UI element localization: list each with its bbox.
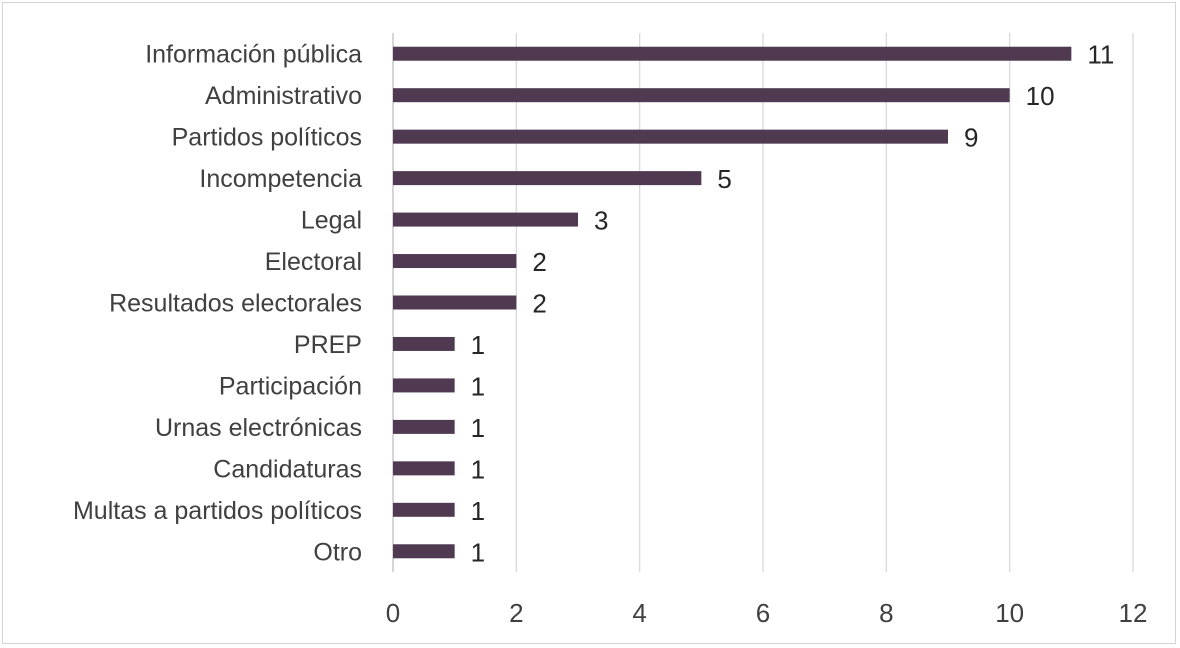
x-tick-label: 8 — [879, 598, 893, 628]
category-label: Otro — [313, 538, 362, 566]
bar — [393, 46, 1072, 61]
bar — [393, 336, 455, 351]
bar — [393, 544, 455, 559]
category-label: Partidos políticos — [172, 124, 362, 152]
category-label: Participación — [219, 372, 362, 400]
bar — [393, 419, 455, 434]
category-label: Multas a partidos políticos — [73, 497, 362, 525]
data-label: 3 — [594, 206, 608, 236]
category-label: Resultados electorales — [109, 290, 362, 318]
data-label: 9 — [964, 123, 978, 153]
bar — [393, 88, 1010, 103]
data-label: 5 — [717, 164, 731, 194]
category-label: Candidaturas — [213, 455, 362, 483]
x-tick-label: 6 — [756, 598, 770, 628]
category-label: Urnas electrónicas — [155, 414, 362, 442]
bar — [393, 461, 455, 476]
category-label: Información pública — [145, 41, 362, 69]
x-tick-label: 10 — [995, 598, 1024, 628]
bar — [393, 254, 517, 269]
x-tick-label: 4 — [632, 598, 646, 628]
category-label: Electoral — [265, 248, 362, 276]
data-label: 1 — [471, 330, 485, 360]
data-label: 10 — [1026, 81, 1055, 111]
category-label: Administrativo — [205, 82, 362, 110]
data-label: 2 — [532, 247, 546, 277]
x-tick-label: 0 — [386, 598, 400, 628]
data-label: 1 — [471, 413, 485, 443]
data-label: 1 — [471, 496, 485, 526]
bar — [393, 171, 702, 186]
x-tick-label: 2 — [509, 598, 523, 628]
bar-layer — [393, 46, 1072, 559]
data-label: 1 — [471, 537, 485, 567]
bar — [393, 129, 948, 144]
bar — [393, 502, 455, 517]
data-label: 2 — [532, 289, 546, 319]
grid-layer — [392, 33, 1134, 572]
bar — [393, 212, 578, 227]
bar — [393, 295, 517, 310]
data-label: 1 — [471, 454, 485, 484]
category-label: PREP — [294, 331, 362, 359]
data-label: 1 — [471, 371, 485, 401]
category-label: Incompetencia — [199, 165, 362, 193]
bar — [393, 378, 455, 393]
x-tick-label: 12 — [1119, 598, 1148, 628]
data-label: 11 — [1087, 40, 1114, 70]
category-label: Legal — [301, 207, 362, 235]
